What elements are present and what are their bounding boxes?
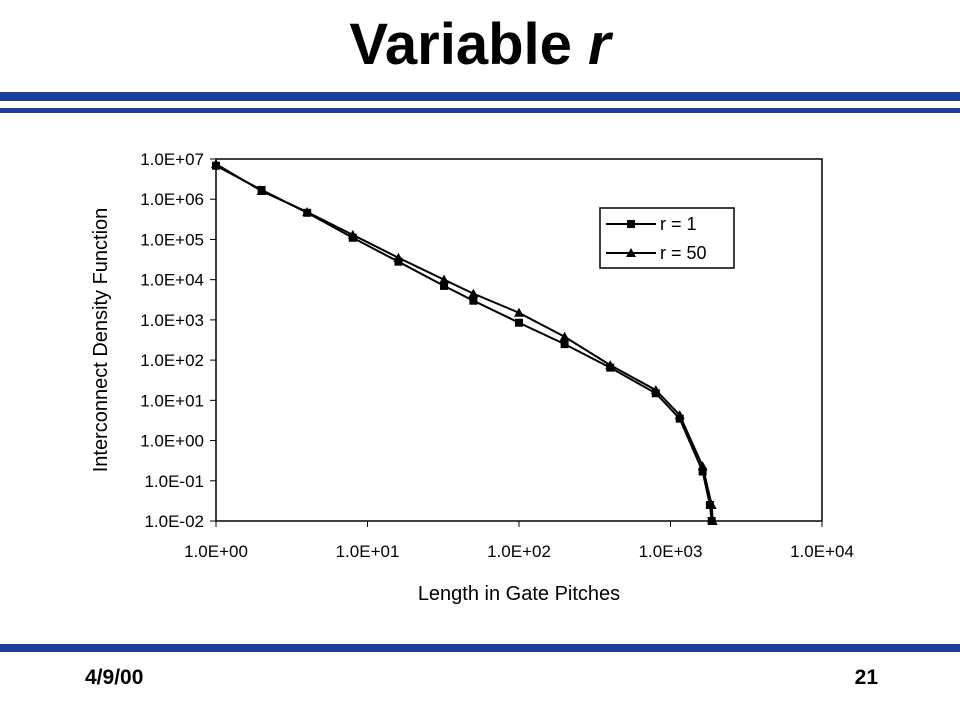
- marker: [347, 229, 358, 239]
- y-tick-label: 1.0E+07: [140, 150, 204, 169]
- y-tick-label: 1.0E+05: [140, 230, 204, 249]
- marker: [626, 248, 636, 257]
- marker: [560, 340, 569, 349]
- y-tick-label: 1.0E+06: [140, 190, 204, 209]
- marker: [697, 461, 708, 471]
- legend: r = 1 r = 50: [599, 207, 735, 269]
- marker: [211, 159, 221, 169]
- marker: [650, 385, 661, 395]
- y-axis-label: Interconnect Density Function: [90, 208, 112, 473]
- marker: [515, 318, 523, 327]
- chart: 1.0E+00 1.0E+01 1.0E+02 1.0E+03 1.0E+04 1.0E-…: [90, 150, 854, 605]
- x-tick-label: 1.0E+04: [790, 542, 854, 561]
- marker: [559, 331, 570, 341]
- legend-box: [599, 207, 735, 269]
- title-symbol: r: [588, 12, 614, 77]
- x-axis-label: Length in Gate Pitches: [418, 583, 620, 605]
- footer-page: 21: [855, 666, 879, 689]
- slide-title: Variable r: [349, 12, 614, 77]
- marker: [707, 516, 718, 525]
- marker: [605, 360, 616, 370]
- marker: [302, 207, 313, 217]
- y-tick-label: 1.0E+02: [140, 351, 204, 370]
- x-tick-label: 1.0E+00: [184, 542, 248, 561]
- marker: [468, 288, 479, 298]
- marker: [698, 467, 707, 476]
- marker: [256, 186, 267, 196]
- legend-label: r = 1: [660, 214, 697, 234]
- x-tick-label: 1.0E+01: [336, 542, 400, 561]
- legend-label: r = 50: [660, 243, 707, 263]
- marker: [514, 307, 524, 317]
- marker: [706, 499, 717, 509]
- x-tick-label: 1.0E+02: [487, 542, 551, 561]
- marker: [469, 296, 478, 305]
- marker: [627, 220, 635, 228]
- marker: [393, 252, 404, 262]
- footer-rule: [0, 644, 960, 652]
- marker: [674, 410, 685, 420]
- rule-thick: [0, 92, 960, 101]
- y-tick-label: 1.0E-02: [144, 512, 204, 531]
- x-tick-label: 1.0E+03: [639, 542, 703, 561]
- marker: [440, 281, 449, 290]
- footer-date: 4/9/00: [85, 666, 143, 689]
- y-tick-label: 1.0E+01: [140, 391, 204, 410]
- marker: [439, 274, 450, 284]
- y-tick-label: 1.0E+03: [140, 311, 204, 330]
- y-tick-label: 1.0E+00: [140, 432, 204, 451]
- title-text: Variable: [349, 12, 571, 77]
- y-tick-label: 1.0E-01: [144, 472, 204, 491]
- rule-thin: [0, 108, 960, 113]
- y-tick-label: 1.0E+04: [140, 271, 204, 290]
